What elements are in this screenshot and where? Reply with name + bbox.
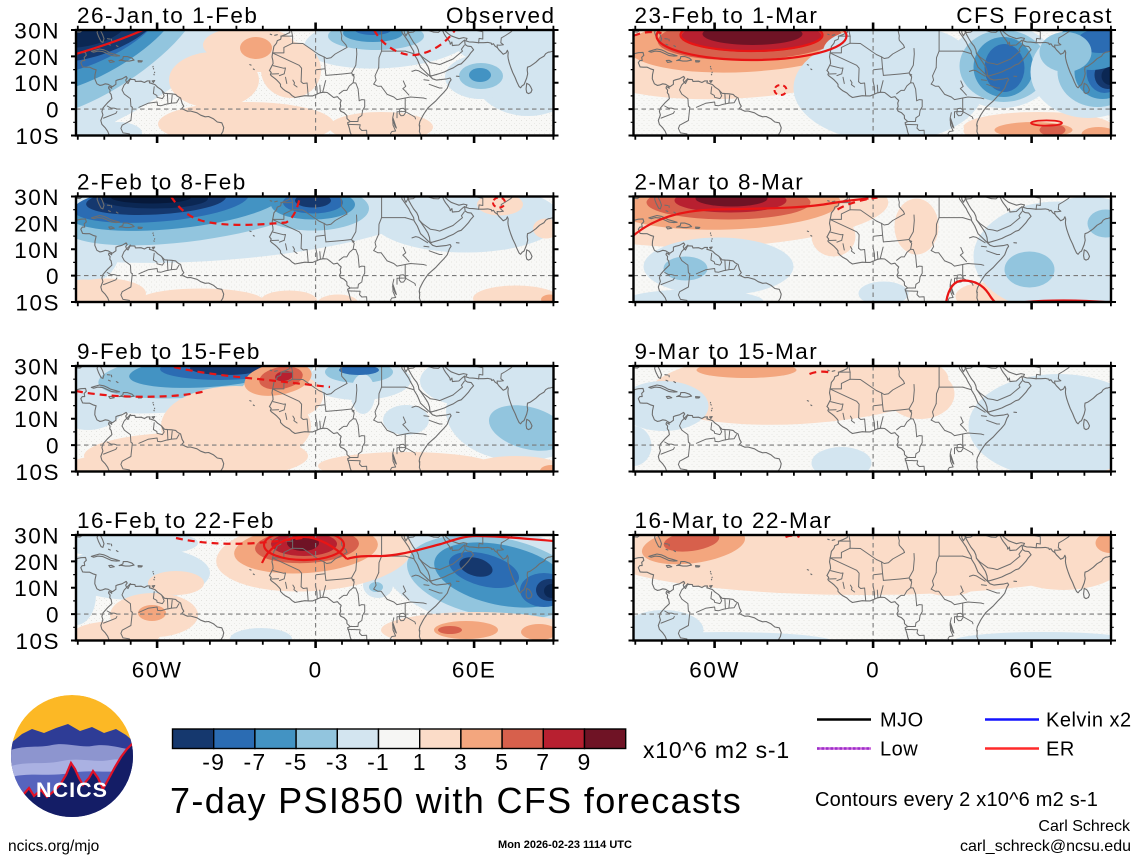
svg-text:10N: 10N xyxy=(14,407,60,432)
svg-text:-3: -3 xyxy=(326,749,349,775)
svg-text:60E: 60E xyxy=(1009,658,1054,683)
svg-text:10N: 10N xyxy=(14,576,60,601)
svg-text:2-Mar to 8-Mar: 2-Mar to 8-Mar xyxy=(635,170,805,195)
svg-text:3: 3 xyxy=(454,749,468,775)
svg-text:9-Feb to 15-Feb: 9-Feb to 15-Feb xyxy=(77,339,261,364)
svg-text:10S: 10S xyxy=(15,291,60,316)
svg-text:carl_schreck@ncsu.edu: carl_schreck@ncsu.edu xyxy=(960,838,1131,855)
svg-text:23-Feb to 1-Mar: 23-Feb to 1-Mar xyxy=(635,3,819,28)
svg-text:0: 0 xyxy=(46,98,60,123)
svg-text:Contours every 2 x10^6 m2 s-1: Contours every 2 x10^6 m2 s-1 xyxy=(815,789,1098,811)
svg-text:Carl Schreck: Carl Schreck xyxy=(1038,818,1131,835)
svg-text:-5: -5 xyxy=(285,749,308,775)
svg-text:ncics.org/mjo: ncics.org/mjo xyxy=(8,838,99,855)
svg-text:0: 0 xyxy=(46,603,60,628)
svg-text:Low: Low xyxy=(880,739,918,761)
svg-text:30N: 30N xyxy=(14,185,60,210)
svg-text:26-Jan to 1-Feb: 26-Jan to 1-Feb xyxy=(77,3,258,28)
svg-text:10S: 10S xyxy=(15,460,60,485)
svg-text:x10^6 m2 s-1: x10^6 m2 s-1 xyxy=(643,737,790,763)
svg-text:2-Feb to 8-Feb: 2-Feb to 8-Feb xyxy=(77,170,247,195)
svg-text:30N: 30N xyxy=(14,524,60,549)
svg-text:20N: 20N xyxy=(14,550,60,575)
svg-text:5: 5 xyxy=(495,749,509,775)
svg-text:10N: 10N xyxy=(14,238,60,263)
svg-text:0: 0 xyxy=(46,264,60,289)
svg-text:20N: 20N xyxy=(14,381,60,406)
svg-text:60E: 60E xyxy=(452,658,497,683)
svg-text:-9: -9 xyxy=(202,749,225,775)
svg-text:NCICS: NCICS xyxy=(36,778,108,802)
svg-text:10N: 10N xyxy=(14,71,60,96)
svg-text:30N: 30N xyxy=(14,19,60,44)
svg-text:16-Mar to 22-Mar: 16-Mar to 22-Mar xyxy=(635,508,833,533)
svg-text:1: 1 xyxy=(413,749,427,775)
svg-text:30N: 30N xyxy=(14,355,60,380)
svg-text:9: 9 xyxy=(578,749,592,775)
svg-text:7: 7 xyxy=(536,749,550,775)
svg-text:-7: -7 xyxy=(243,749,266,775)
svg-text:10S: 10S xyxy=(15,629,60,654)
svg-text:-1: -1 xyxy=(367,749,390,775)
svg-text:Observed: Observed xyxy=(446,3,556,28)
svg-text:60W: 60W xyxy=(689,658,740,683)
svg-text:Kelvin x2: Kelvin x2 xyxy=(1046,710,1132,732)
svg-text:0: 0 xyxy=(309,658,323,683)
svg-text:0: 0 xyxy=(46,434,60,459)
svg-text:16-Feb to 22-Feb: 16-Feb to 22-Feb xyxy=(77,508,275,533)
svg-text:CFS Forecast: CFS Forecast xyxy=(956,3,1113,28)
svg-text:Mon 2026-02-23 1114 UTC: Mon 2026-02-23 1114 UTC xyxy=(498,839,632,851)
svg-text:60W: 60W xyxy=(132,658,183,683)
svg-text:MJO: MJO xyxy=(880,710,924,732)
svg-text:0: 0 xyxy=(866,658,880,683)
svg-text:7-day PSI850 with CFS forecast: 7-day PSI850 with CFS forecasts xyxy=(170,780,742,821)
svg-text:9-Mar to 15-Mar: 9-Mar to 15-Mar xyxy=(635,339,819,364)
svg-text:20N: 20N xyxy=(14,211,60,236)
svg-text:ER: ER xyxy=(1046,739,1075,761)
svg-text:20N: 20N xyxy=(14,45,60,70)
svg-text:10S: 10S xyxy=(15,124,60,149)
